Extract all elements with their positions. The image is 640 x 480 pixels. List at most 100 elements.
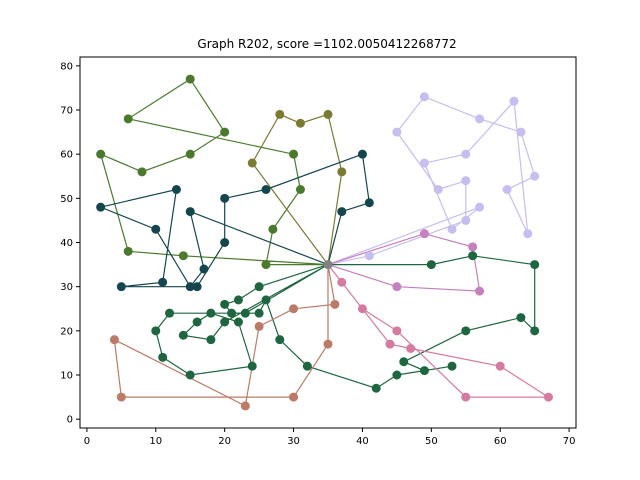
route-6-point: [261, 295, 271, 305]
route-9-point: [240, 401, 250, 411]
route-8-point: [406, 344, 416, 353]
route-1-point: [220, 127, 230, 137]
x-tick-label: 20: [218, 436, 231, 447]
depot-point: [323, 260, 333, 270]
route-2-point: [247, 158, 257, 168]
route-1-point: [178, 251, 188, 261]
route-3-point: [158, 277, 168, 287]
route-4-point: [523, 229, 533, 239]
route-4-point: [461, 176, 471, 186]
y-tick-label: 80: [60, 61, 73, 72]
route-6-point: [399, 357, 409, 367]
route-7-point: [178, 330, 188, 340]
route-line-9: [113, 264, 336, 407]
route-4-point: [502, 185, 512, 194]
route-6-point: [419, 366, 429, 376]
route-6-point: [468, 251, 478, 261]
route-4-point: [475, 114, 485, 124]
route-7-point: [240, 308, 250, 318]
route-6-point: [220, 299, 230, 309]
route-7-point: [165, 308, 175, 318]
route-1-point: [123, 114, 133, 124]
route-line-5: [327, 233, 481, 292]
y-tick-label: 70: [60, 106, 73, 117]
route-line-8: [327, 264, 551, 398]
route-4-point: [475, 202, 485, 212]
route-9-point: [109, 335, 119, 345]
route-3-point: [192, 282, 202, 292]
route-4-point: [364, 251, 374, 261]
route-8-point: [337, 277, 347, 287]
route-line-1: [99, 78, 329, 266]
route-6-point: [227, 308, 237, 318]
route-8-point: [461, 392, 471, 402]
y-tick-label: 10: [60, 371, 73, 382]
route-7-point: [206, 308, 216, 318]
route-1-point: [137, 167, 147, 177]
route-2-point: [323, 109, 333, 119]
route-5-point: [392, 282, 402, 292]
route-2-point: [295, 118, 305, 128]
route-4-point: [509, 96, 519, 106]
route-6-point: [254, 308, 264, 318]
chart-title: Graph R202, score =1102.0050412268772: [197, 37, 456, 51]
route-6-point: [254, 282, 264, 292]
route-1-point: [96, 149, 106, 159]
route-3-point: [171, 185, 181, 194]
route-line-6: [223, 255, 536, 389]
route-1-point: [289, 149, 299, 159]
x-tick-label: 70: [563, 436, 576, 447]
route-6-point: [530, 326, 540, 336]
x-tick-label: 30: [287, 436, 300, 447]
route-8-point: [385, 339, 395, 349]
route-6-point: [447, 361, 457, 371]
route-9-point: [330, 299, 340, 309]
route-9-point: [289, 304, 299, 314]
route-6-point: [530, 260, 540, 270]
route-9-point: [254, 321, 264, 331]
route-1-point: [268, 224, 278, 234]
route-8-point: [392, 326, 402, 336]
route-6-point: [392, 370, 402, 380]
route-8-point: [543, 392, 553, 402]
y-tick-label: 20: [60, 326, 73, 337]
route-6-point: [302, 361, 312, 371]
route-5-point: [468, 242, 478, 252]
route-6-point: [426, 260, 436, 270]
route-6-point: [516, 313, 526, 323]
route-4-point: [419, 158, 429, 168]
route-7-point: [247, 361, 257, 371]
route-3-point: [96, 202, 106, 212]
route-line-4: [327, 96, 536, 266]
route-1-point: [295, 185, 305, 194]
route-3-point: [337, 207, 347, 217]
route-3-point: [185, 282, 195, 292]
x-tick-label: 60: [494, 436, 507, 447]
route-3-point: [185, 207, 195, 217]
x-tick-label: 10: [149, 436, 162, 447]
route-5-point: [475, 286, 485, 296]
x-tick-label: 50: [425, 436, 438, 447]
y-tick-label: 60: [60, 150, 73, 161]
y-tick-label: 50: [60, 194, 73, 205]
route-7-point: [158, 352, 168, 362]
route-6-point: [275, 335, 285, 345]
route-7-point: [185, 370, 195, 380]
route-8-point: [357, 304, 367, 314]
route-7-point: [206, 335, 216, 345]
route-8-point: [495, 361, 505, 371]
route-9-point: [323, 339, 333, 349]
route-6-point: [371, 383, 381, 393]
route-4-point: [516, 127, 526, 137]
route-3-point: [261, 185, 271, 194]
route-4-point: [392, 127, 402, 137]
y-tick-label: 0: [67, 415, 73, 426]
route-7-point: [220, 317, 230, 327]
route-3-point: [364, 198, 374, 208]
route-3-point: [220, 238, 230, 247]
route-9-point: [289, 392, 299, 402]
route-4-point: [461, 149, 471, 159]
route-7-point: [151, 326, 161, 336]
y-tick-label: 30: [60, 282, 73, 293]
route-4-point: [530, 171, 540, 181]
